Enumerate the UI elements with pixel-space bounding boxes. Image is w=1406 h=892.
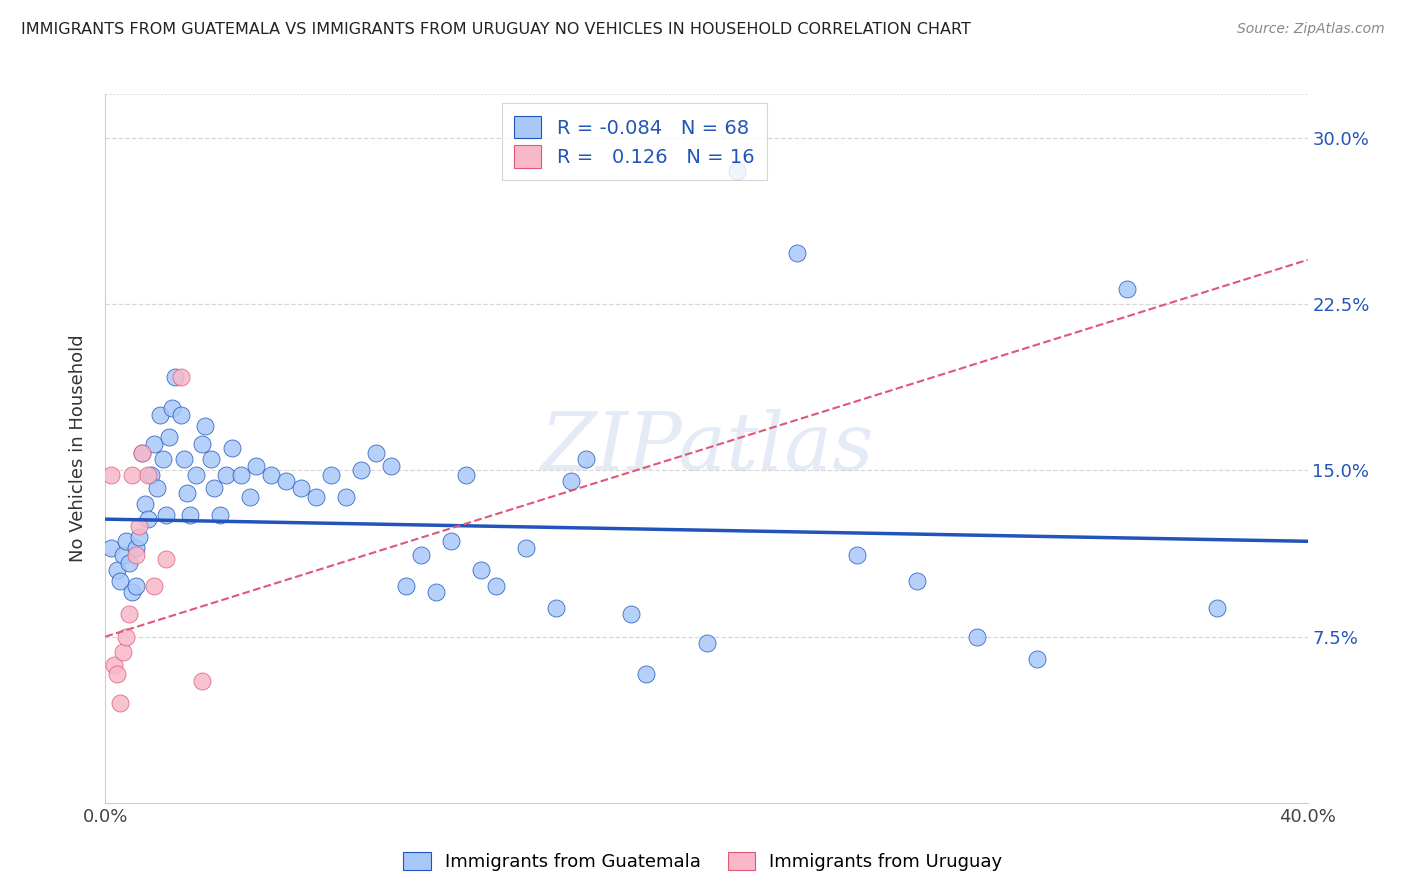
- Point: [131, 445, 153, 459]
- Legend: Immigrants from Guatemala, Immigrants from Uruguay: Immigrants from Guatemala, Immigrants fr…: [396, 845, 1010, 879]
- Point: [100, 541, 122, 555]
- Point: [169, 408, 191, 422]
- Point: [118, 607, 141, 622]
- Point: [319, 467, 342, 482]
- Point: [1116, 282, 1139, 296]
- Point: [124, 548, 146, 562]
- Point: [184, 467, 207, 482]
- Point: [380, 458, 402, 473]
- Point: [350, 463, 373, 477]
- Point: [845, 548, 868, 562]
- Point: [124, 541, 146, 555]
- Point: [260, 467, 283, 482]
- Point: [145, 481, 167, 495]
- Point: [128, 518, 150, 533]
- Point: [155, 508, 177, 522]
- Point: [966, 630, 988, 644]
- Point: [103, 658, 125, 673]
- Point: [179, 508, 201, 522]
- Point: [118, 557, 141, 571]
- Point: [290, 481, 312, 495]
- Point: [169, 370, 191, 384]
- Text: Source: ZipAtlas.com: Source: ZipAtlas.com: [1237, 22, 1385, 37]
- Point: [160, 401, 183, 416]
- Point: [229, 467, 252, 482]
- Point: [395, 579, 418, 593]
- Point: [142, 437, 165, 451]
- Point: [200, 452, 222, 467]
- Point: [124, 579, 146, 593]
- Point: [131, 445, 153, 459]
- Point: [245, 458, 267, 473]
- Point: [194, 419, 217, 434]
- Point: [221, 442, 243, 456]
- Point: [546, 600, 568, 615]
- Point: [636, 667, 658, 681]
- Point: [696, 636, 718, 650]
- Point: [112, 645, 135, 659]
- Point: [485, 579, 508, 593]
- Point: [208, 508, 231, 522]
- Point: [190, 673, 212, 688]
- Point: [214, 467, 236, 482]
- Point: [905, 574, 928, 589]
- Point: [155, 552, 177, 566]
- Point: [163, 370, 186, 384]
- Point: [152, 452, 174, 467]
- Point: [157, 430, 180, 444]
- Point: [100, 467, 122, 482]
- Point: [454, 467, 477, 482]
- Point: [110, 574, 132, 589]
- Point: [409, 548, 432, 562]
- Point: [134, 497, 156, 511]
- Text: ZIPatlas: ZIPatlas: [540, 409, 873, 487]
- Point: [470, 563, 492, 577]
- Point: [121, 467, 143, 482]
- Point: [176, 485, 198, 500]
- Point: [239, 490, 262, 504]
- Point: [560, 475, 582, 489]
- Point: [1206, 600, 1229, 615]
- Point: [364, 445, 387, 459]
- Point: [110, 696, 132, 710]
- Point: [139, 467, 162, 482]
- Point: [190, 437, 212, 451]
- Point: [575, 452, 598, 467]
- Point: [620, 607, 643, 622]
- Point: [1026, 652, 1049, 666]
- Point: [107, 563, 129, 577]
- Point: [121, 585, 143, 599]
- Point: [128, 530, 150, 544]
- Point: [786, 246, 808, 260]
- Point: [112, 548, 135, 562]
- Text: IMMIGRANTS FROM GUATEMALA VS IMMIGRANTS FROM URUGUAY NO VEHICLES IN HOUSEHOLD CO: IMMIGRANTS FROM GUATEMALA VS IMMIGRANTS …: [21, 22, 972, 37]
- Point: [142, 579, 165, 593]
- Legend: R = -0.084   N = 68, R =   0.126   N = 16: R = -0.084 N = 68, R = 0.126 N = 16: [502, 103, 768, 180]
- Point: [335, 490, 357, 504]
- Point: [173, 452, 195, 467]
- Point: [136, 512, 159, 526]
- Point: [440, 534, 463, 549]
- Point: [107, 667, 129, 681]
- Point: [115, 630, 138, 644]
- Point: [148, 408, 170, 422]
- Point: [425, 585, 447, 599]
- Point: [725, 164, 748, 178]
- Point: [202, 481, 225, 495]
- Point: [136, 467, 159, 482]
- Point: [274, 475, 297, 489]
- Point: [515, 541, 537, 555]
- Y-axis label: No Vehicles in Household: No Vehicles in Household: [69, 334, 87, 562]
- Point: [305, 490, 328, 504]
- Point: [115, 534, 138, 549]
